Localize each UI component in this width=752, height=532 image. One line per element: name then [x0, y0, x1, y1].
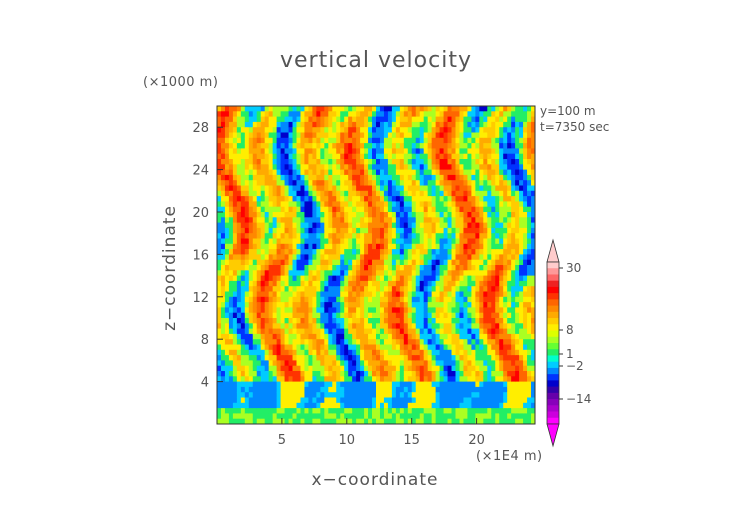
- chart-title: vertical velocity: [279, 48, 472, 73]
- colorbar-segment: [547, 380, 559, 388]
- colorbar-segment: [547, 268, 559, 275]
- annotation-time: t=7350 sec: [540, 120, 610, 134]
- x-tick-label: 20: [468, 433, 485, 448]
- annotation-y: y=100 m: [540, 104, 596, 118]
- velocity-field: [217, 106, 535, 424]
- colorbar-segment: [547, 374, 559, 381]
- colorbar-segment: [547, 349, 559, 356]
- colorbar-segment: [547, 262, 559, 269]
- colorbar-segment: [547, 330, 559, 338]
- colorbar-segment: [547, 324, 559, 331]
- colorbar-segment: [547, 405, 559, 412]
- colorbar-segment: [547, 361, 559, 369]
- colorbar-segment: [547, 411, 559, 419]
- colorbar-segment: [547, 299, 559, 307]
- colorbar-min-arrow: [546, 423, 560, 448]
- colorbar: 30 8 1−2 −14: [546, 238, 591, 448]
- y-tick-label: 20: [192, 206, 209, 221]
- colorbar-tick-label: −2: [566, 359, 584, 373]
- colorbar-segment: [547, 293, 559, 300]
- y-tick-label: 12: [192, 291, 209, 306]
- colorbar-segment: [547, 318, 559, 325]
- x-ticks: 5 10 15 20: [278, 418, 485, 448]
- y-tick-label: 28: [192, 121, 209, 136]
- colorbar-max-arrow: [546, 238, 560, 263]
- colorbar-segment: [547, 280, 559, 288]
- y-tick-label: 16: [192, 248, 209, 263]
- plot-frame: [216, 105, 536, 425]
- colorbar-tick-label: 8: [566, 323, 574, 337]
- colorbar-segment: [547, 392, 559, 400]
- y-tick-label: 24: [192, 164, 209, 179]
- x-axis-label: x−coordinate: [311, 470, 439, 490]
- colorbar-segment: [547, 274, 559, 282]
- x-tick-label: 5: [278, 433, 286, 448]
- y-ticks: 4 8 12 16 20 24 28: [192, 121, 223, 391]
- y-tick-label: 4: [201, 376, 209, 391]
- colorbar-segment: [547, 311, 559, 319]
- colorbar-segment: [547, 286, 559, 294]
- colorbar-segment: [547, 399, 559, 406]
- colorbar-tick-label: 1: [566, 347, 574, 361]
- y-axis-unit: (×1000 m): [143, 75, 219, 90]
- x-tick-label: 10: [339, 433, 356, 448]
- colorbar-segment: [547, 417, 559, 425]
- colorbar-segment: [547, 343, 559, 350]
- colorbar-segment: [547, 336, 559, 344]
- y-tick-label: 8: [201, 333, 209, 348]
- colorbar-tick-label: −14: [566, 392, 591, 406]
- x-axis-unit: (×1E4 m): [476, 449, 543, 464]
- colorbar-segment: [547, 355, 559, 363]
- x-tick-label: 15: [403, 433, 420, 448]
- colorbar-segment: [547, 367, 559, 375]
- colorbar-tick-label: 30: [566, 261, 581, 275]
- colorbar-segment: [547, 305, 559, 313]
- colorbar-segment: [547, 386, 559, 394]
